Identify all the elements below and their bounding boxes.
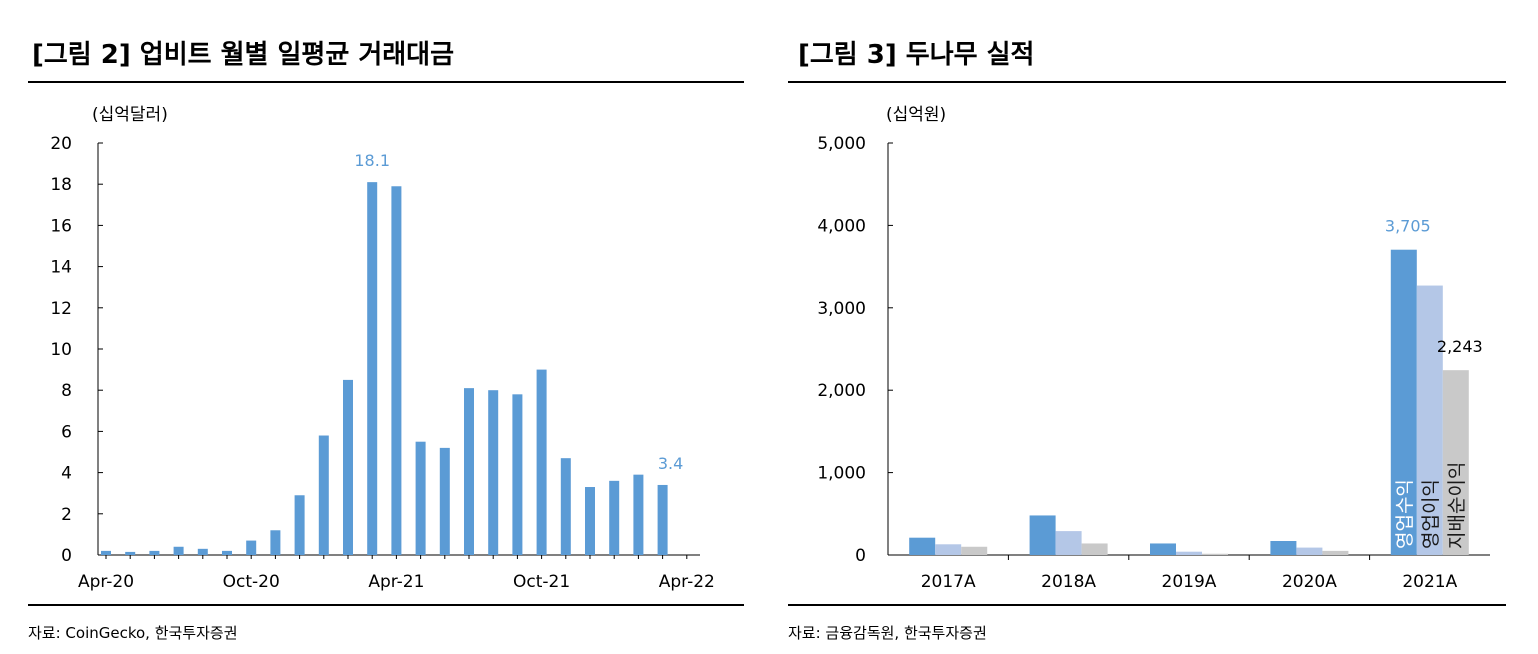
bar — [1176, 551, 1202, 555]
y-tick-label: 12 — [50, 299, 72, 319]
y-tick-label: 4,000 — [817, 216, 866, 236]
top-rule — [788, 81, 1506, 83]
y-tick-label: 2 — [61, 505, 72, 525]
x-tick-label: Apr-20 — [78, 572, 134, 592]
bar — [1322, 550, 1349, 555]
x-tick-label: Apr-21 — [368, 572, 424, 592]
bar — [633, 474, 644, 555]
series-label: 영업수익 — [1394, 479, 1416, 549]
bar — [1081, 543, 1108, 555]
bar — [488, 390, 499, 555]
x-tick-label: 2020A — [1282, 572, 1337, 592]
bar — [294, 495, 305, 555]
y-tick-label: 20 — [50, 134, 72, 154]
bar — [1442, 370, 1469, 555]
earnings-bar-chart: (십억원) 0 1,000 2,000 3,000 4,000 5,000 2017A 2018… — [817, 105, 1490, 592]
x-tick-label: 2021A — [1402, 572, 1457, 592]
top-rule — [28, 81, 744, 83]
bar — [246, 540, 257, 555]
data-label: 3.4 — [658, 454, 683, 473]
series-label: 지배순이익 — [1446, 462, 1468, 549]
y-tick-label: 5,000 — [817, 134, 866, 154]
y-axis-unit: (십억달러) — [92, 105, 168, 125]
bar — [415, 441, 426, 555]
bar — [149, 550, 160, 555]
bar — [1390, 249, 1417, 555]
bottom-rule — [788, 604, 1506, 606]
bar — [512, 394, 523, 555]
y-tick-label: 0 — [855, 546, 866, 566]
x-tick-label: 2017A — [921, 572, 976, 592]
x-tick-label: 2018A — [1041, 572, 1096, 592]
bar — [464, 388, 474, 555]
bar — [125, 551, 136, 555]
bar — [173, 546, 184, 555]
bar — [1296, 547, 1323, 555]
bar — [961, 546, 988, 555]
bar — [935, 544, 962, 555]
source-note: 자료: CoinGecko, 한국투자증권 — [28, 624, 238, 642]
bar — [439, 447, 450, 555]
source-note: 자료: 금융감독원, 한국투자증권 — [788, 624, 987, 642]
bottom-rule — [28, 604, 744, 606]
series-label: 영업이익 — [1420, 479, 1442, 549]
bar — [909, 537, 936, 555]
y-tick-label: 8 — [61, 381, 72, 401]
x-tick-label: Apr-22 — [659, 572, 715, 592]
bar — [1029, 515, 1056, 555]
bar — [318, 435, 329, 555]
bar — [270, 530, 281, 555]
bar — [560, 458, 571, 555]
right-figure-panel: [그림 3] 두나무 실적 (십억원) 0 1,000 2,000 3,000 4,000… — [770, 0, 1538, 654]
bar — [585, 487, 595, 555]
data-label: 18.1 — [354, 151, 390, 170]
left-figure-panel: [그림 2] 업비트 월별 일평균 거래대금 (십억달러) 0 2 4 6 8 10 12 14… — [0, 0, 760, 654]
bar — [609, 480, 620, 555]
y-tick-label: 2,000 — [817, 381, 866, 401]
y-tick-label: 4 — [61, 464, 72, 484]
y-tick-label: 14 — [50, 258, 72, 278]
x-tick-label: Oct-20 — [223, 572, 280, 592]
bar — [1416, 285, 1443, 555]
bar — [1270, 540, 1297, 555]
x-tick-label: Oct-21 — [513, 572, 570, 592]
bar — [1055, 531, 1082, 555]
y-tick-label: 18 — [50, 175, 72, 195]
y-tick-label: 16 — [50, 216, 72, 236]
data-label: 3,705 — [1385, 217, 1431, 236]
bar — [536, 369, 547, 555]
x-tick-label: 2019A — [1162, 572, 1217, 592]
bar — [101, 550, 111, 555]
trading-volume-bar-chart: (십억달러) 0 2 4 6 8 10 12 14 16 18 20 Apr-20 Oct-20 Apr-2… — [50, 105, 715, 592]
bar — [391, 186, 402, 555]
bar — [343, 379, 353, 555]
y-tick-label: 6 — [61, 422, 72, 442]
figure-title: [그림 3] 두나무 실적 — [798, 40, 1035, 70]
data-label: 2,243 — [1437, 337, 1483, 356]
bar — [197, 548, 208, 555]
bar — [1150, 543, 1176, 555]
y-tick-label: 1,000 — [817, 464, 866, 484]
y-tick-label: 3,000 — [817, 299, 866, 319]
y-tick-label: 0 — [61, 546, 72, 566]
bar — [367, 182, 378, 555]
y-tick-label: 10 — [50, 340, 72, 360]
bar — [657, 484, 668, 555]
bar — [222, 550, 232, 555]
y-axis-unit: (십억원) — [886, 105, 946, 125]
bar — [1202, 553, 1228, 555]
figure-title: [그림 2] 업비트 월별 일평균 거래대금 — [32, 40, 454, 70]
